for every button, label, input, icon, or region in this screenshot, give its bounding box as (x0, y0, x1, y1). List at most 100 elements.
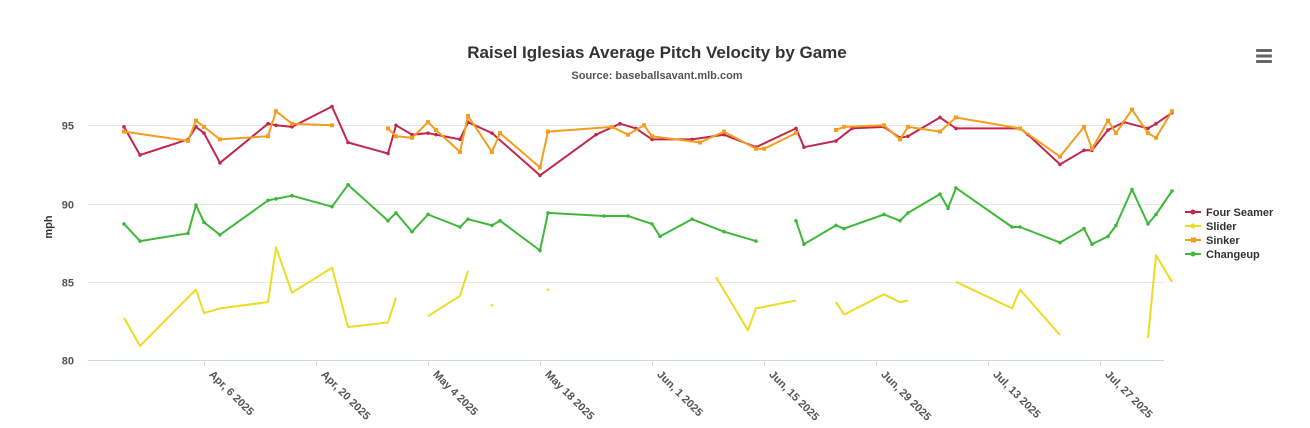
data-point[interactable] (1170, 189, 1174, 193)
data-point[interactable] (394, 134, 398, 139)
data-point[interactable] (490, 149, 494, 154)
data-point[interactable] (274, 123, 278, 128)
data-point[interactable] (722, 229, 726, 234)
data-point[interactable] (802, 242, 806, 247)
data-point[interactable] (650, 137, 654, 142)
data-point[interactable] (610, 124, 614, 129)
data-point[interactable] (722, 132, 726, 137)
data-point[interactable] (954, 186, 958, 190)
data-point[interactable] (938, 192, 942, 196)
data-point[interactable] (1090, 242, 1094, 247)
data-point[interactable] (1106, 118, 1110, 123)
data-point[interactable] (274, 197, 278, 201)
data-point[interactable] (434, 132, 438, 137)
data-point[interactable] (1058, 240, 1062, 245)
data-point[interactable] (594, 132, 598, 137)
data-point[interactable] (410, 135, 414, 140)
data-point[interactable] (546, 211, 550, 215)
data-point[interactable] (642, 123, 646, 128)
data-point[interactable] (1130, 107, 1134, 112)
data-point[interactable] (394, 211, 398, 215)
data-point[interactable] (1018, 126, 1022, 131)
data-point[interactable] (330, 123, 334, 128)
data-point[interactable] (946, 206, 950, 211)
data-point[interactable] (266, 198, 270, 203)
data-point[interactable] (954, 126, 958, 131)
data-point[interactable] (410, 229, 414, 234)
data-point[interactable] (498, 131, 502, 136)
data-point[interactable] (194, 203, 198, 207)
hamburger-menu-icon[interactable] (1254, 46, 1274, 66)
data-point[interactable] (434, 127, 438, 132)
data-point[interactable] (1058, 154, 1062, 159)
data-point[interactable] (266, 121, 270, 126)
data-point[interactable] (346, 140, 350, 145)
data-point[interactable] (1058, 162, 1062, 167)
data-point[interactable] (834, 139, 838, 143)
data-point[interactable] (938, 115, 942, 120)
data-point[interactable] (754, 239, 758, 243)
data-point[interactable] (458, 149, 462, 154)
data-point[interactable] (1106, 128, 1110, 132)
data-point[interactable] (194, 118, 198, 123)
data-point[interactable] (186, 138, 190, 143)
data-point[interactable] (650, 134, 654, 139)
data-point[interactable] (426, 131, 430, 135)
data-point[interactable] (954, 115, 958, 120)
data-point[interactable] (794, 126, 798, 131)
data-point[interactable] (330, 204, 334, 209)
data-point[interactable] (762, 146, 766, 151)
data-point[interactable] (330, 104, 334, 109)
data-point[interactable] (274, 109, 278, 114)
data-point[interactable] (618, 121, 622, 126)
data-point[interactable] (898, 137, 902, 142)
data-point[interactable] (842, 226, 846, 231)
data-point[interactable] (538, 165, 542, 170)
data-point[interactable] (218, 161, 222, 165)
data-point[interactable] (1114, 131, 1118, 136)
data-point[interactable] (722, 129, 726, 134)
data-point[interactable] (346, 182, 350, 187)
data-point[interactable] (1082, 148, 1086, 153)
data-point[interactable] (290, 193, 294, 198)
data-point[interactable] (690, 217, 694, 221)
data-point[interactable] (1106, 234, 1110, 239)
data-point[interactable] (1130, 187, 1134, 192)
data-point[interactable] (386, 126, 390, 131)
data-point[interactable] (834, 223, 838, 228)
data-point[interactable] (466, 113, 470, 118)
data-point[interactable] (202, 124, 206, 129)
data-point[interactable] (898, 218, 902, 223)
data-point[interactable] (794, 218, 798, 223)
data-point[interactable] (1154, 121, 1158, 126)
data-point[interactable] (1082, 226, 1086, 231)
data-point[interactable] (1082, 124, 1086, 129)
data-point[interactable] (122, 222, 126, 226)
data-point[interactable] (842, 124, 846, 129)
data-point[interactable] (202, 220, 206, 225)
data-point[interactable] (754, 146, 758, 151)
data-point[interactable] (122, 125, 126, 129)
data-point[interactable] (626, 214, 630, 218)
data-point[interactable] (218, 233, 222, 237)
data-point[interactable] (1114, 223, 1118, 228)
data-point[interactable] (1146, 131, 1150, 136)
data-point[interactable] (490, 131, 494, 135)
data-point[interactable] (290, 121, 294, 126)
data-point[interactable] (698, 140, 702, 145)
data-point[interactable] (290, 125, 294, 129)
data-point[interactable] (186, 231, 190, 236)
data-point[interactable] (490, 223, 494, 228)
data-point[interactable] (122, 129, 126, 134)
data-point[interactable] (938, 129, 942, 134)
data-point[interactable] (498, 218, 502, 223)
data-point[interactable] (1090, 146, 1094, 151)
data-point[interactable] (1170, 109, 1174, 114)
data-point[interactable] (906, 134, 910, 139)
data-point[interactable] (386, 151, 390, 156)
data-point[interactable] (386, 218, 390, 223)
data-point[interactable] (538, 173, 542, 178)
data-point[interactable] (1154, 212, 1158, 217)
data-point[interactable] (138, 153, 142, 157)
data-point[interactable] (546, 129, 550, 134)
